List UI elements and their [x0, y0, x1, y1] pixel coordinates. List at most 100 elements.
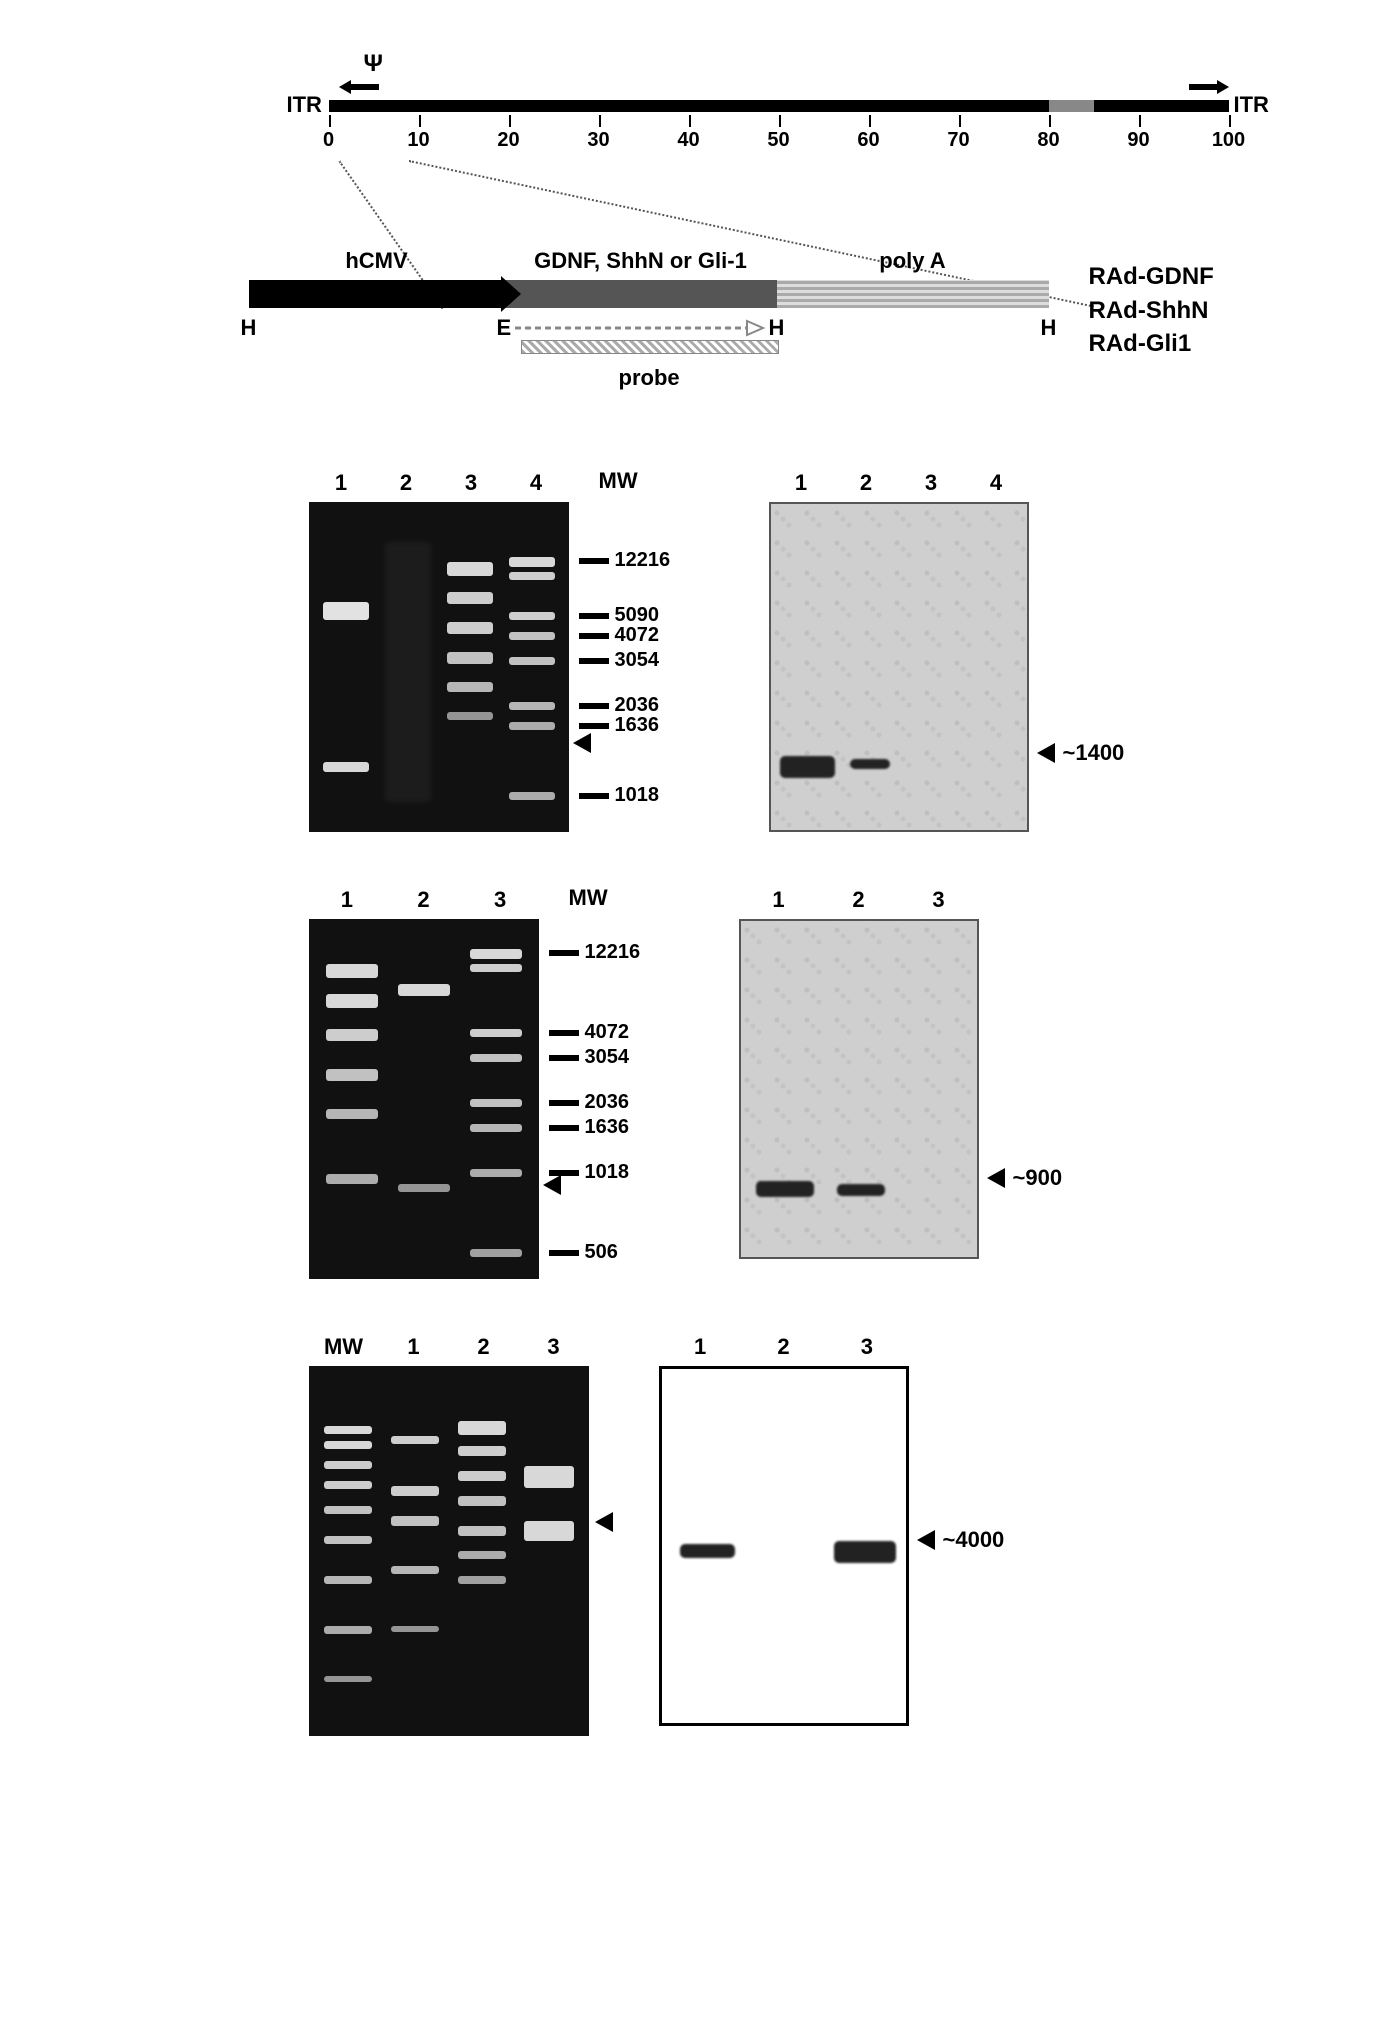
gel-band [447, 622, 493, 634]
lane-label: 4 [511, 470, 561, 496]
gel-image [309, 1366, 589, 1736]
lane-label: 4 [971, 470, 1021, 496]
blot-size-marker: ~4000 [917, 1527, 1005, 1553]
scale-tick-label: 70 [947, 129, 969, 152]
scale-tick-label: 100 [1212, 129, 1245, 152]
cassette-label: hCMV [345, 248, 407, 274]
lane-label: 2 [841, 470, 891, 496]
gel-band [458, 1471, 506, 1481]
blot-size-marker: ~1400 [1037, 740, 1125, 766]
mw-value: 506 [585, 1241, 618, 1264]
mw-dash-icon [549, 950, 579, 956]
mw-dash-icon [579, 723, 609, 729]
mw-dash-icon [579, 658, 609, 664]
gel-band [524, 1466, 574, 1488]
cassette-label: poly A [879, 248, 945, 274]
mw-marker: 4072 [579, 624, 660, 647]
genome-bar [329, 100, 1229, 112]
mw-dash-icon [549, 1055, 579, 1061]
gel-row: MW123123~4000 [149, 1334, 1249, 1741]
restriction-site-label: H [769, 315, 785, 341]
gel-band [324, 1481, 372, 1489]
itr-right-label: ITR [1234, 92, 1269, 118]
blot-band [756, 1181, 814, 1197]
gel-image [309, 502, 569, 832]
band-pointer-icon [543, 1175, 561, 1195]
gel-band [458, 1526, 506, 1536]
gel-band [509, 657, 555, 665]
gel-panel: 1234MW12216509040723054203616361018 [309, 470, 699, 837]
lane-label: 1 [386, 1334, 441, 1360]
mw-value: 3054 [585, 1046, 630, 1069]
mw-header: MW [599, 468, 638, 494]
blot-size-label: ~4000 [943, 1527, 1005, 1553]
lane-label: 3 [908, 887, 970, 913]
probe-bar [521, 340, 779, 354]
gel-band [447, 712, 493, 720]
blot-band [680, 1544, 735, 1558]
gel-band [326, 964, 378, 978]
scale-tick [329, 115, 331, 127]
gel-band [509, 722, 555, 730]
scale-tick-label: 40 [677, 129, 699, 152]
scale-tick [419, 115, 421, 127]
mw-marker: 3054 [549, 1046, 630, 1069]
scale-tick-label: 10 [407, 129, 429, 152]
mw-dash-icon [579, 633, 609, 639]
band-pointer-icon [573, 733, 591, 753]
blot-band [834, 1541, 896, 1563]
gel-band [447, 562, 493, 576]
gel-band [447, 652, 493, 664]
probe-label: probe [619, 365, 680, 391]
lane-label: 1 [316, 470, 366, 496]
gel-band [524, 1521, 574, 1541]
mw-value: 3054 [615, 649, 660, 672]
lane-label: 3 [834, 1334, 899, 1360]
lane-label: 2 [751, 1334, 816, 1360]
mw-marker: 506 [549, 1241, 618, 1264]
blot-size-label: ~900 [1013, 1165, 1063, 1191]
gel-band [509, 557, 555, 567]
gel-image [309, 919, 539, 1279]
lane-label: 2 [381, 470, 431, 496]
gel-band [324, 1461, 372, 1469]
blot-panel: 123~900 [739, 887, 1099, 1264]
psi-symbol: Ψ [364, 50, 383, 78]
scale-tick-label: 60 [857, 129, 879, 152]
gel-image [739, 919, 979, 1259]
mw-dash-icon [579, 703, 609, 709]
gel-band [323, 762, 369, 772]
gel-band [458, 1551, 506, 1559]
gel-row: 123MW1221640723054203616361018506123~900 [149, 887, 1249, 1284]
blot-size-label: ~1400 [1063, 740, 1125, 766]
gel-band [326, 994, 378, 1008]
scale-tick-label: 90 [1127, 129, 1149, 152]
scale-tick [1229, 115, 1231, 127]
gel-band [458, 1576, 506, 1584]
lane-label: 3 [526, 1334, 581, 1360]
blot-pointer-icon [1037, 743, 1055, 763]
mw-marker: 1018 [579, 784, 660, 807]
panel-construct-map: Ψ ITR ITR 0102030405060708090100 hCMVGDN… [149, 20, 1249, 450]
gel-band [391, 1486, 439, 1496]
blot-band [837, 1184, 885, 1196]
mw-value: 4072 [615, 624, 660, 647]
gel-band [509, 632, 555, 640]
mw-value: 1636 [585, 1116, 630, 1139]
gel-band [470, 949, 522, 959]
cassette-label: GDNF, ShhN or Gli-1 [534, 248, 747, 274]
mw-dash-icon [579, 613, 609, 619]
lane-label: 3 [446, 470, 496, 496]
scale-tick [869, 115, 871, 127]
psi-left-arrow-icon [339, 78, 399, 96]
promoter-arrow-icon [501, 276, 521, 312]
gel-image [769, 502, 1029, 832]
itr-left-label: ITR [287, 92, 322, 118]
gel-band [470, 964, 522, 972]
lane-label: 1 [748, 887, 810, 913]
gel-band [391, 1436, 439, 1444]
mw-marker: 1018 [549, 1161, 630, 1184]
gel-row: 1234MW122165090407230542036163610181234~… [149, 470, 1249, 837]
band-pointer-icon [595, 1512, 613, 1532]
gel-band [470, 1099, 522, 1107]
